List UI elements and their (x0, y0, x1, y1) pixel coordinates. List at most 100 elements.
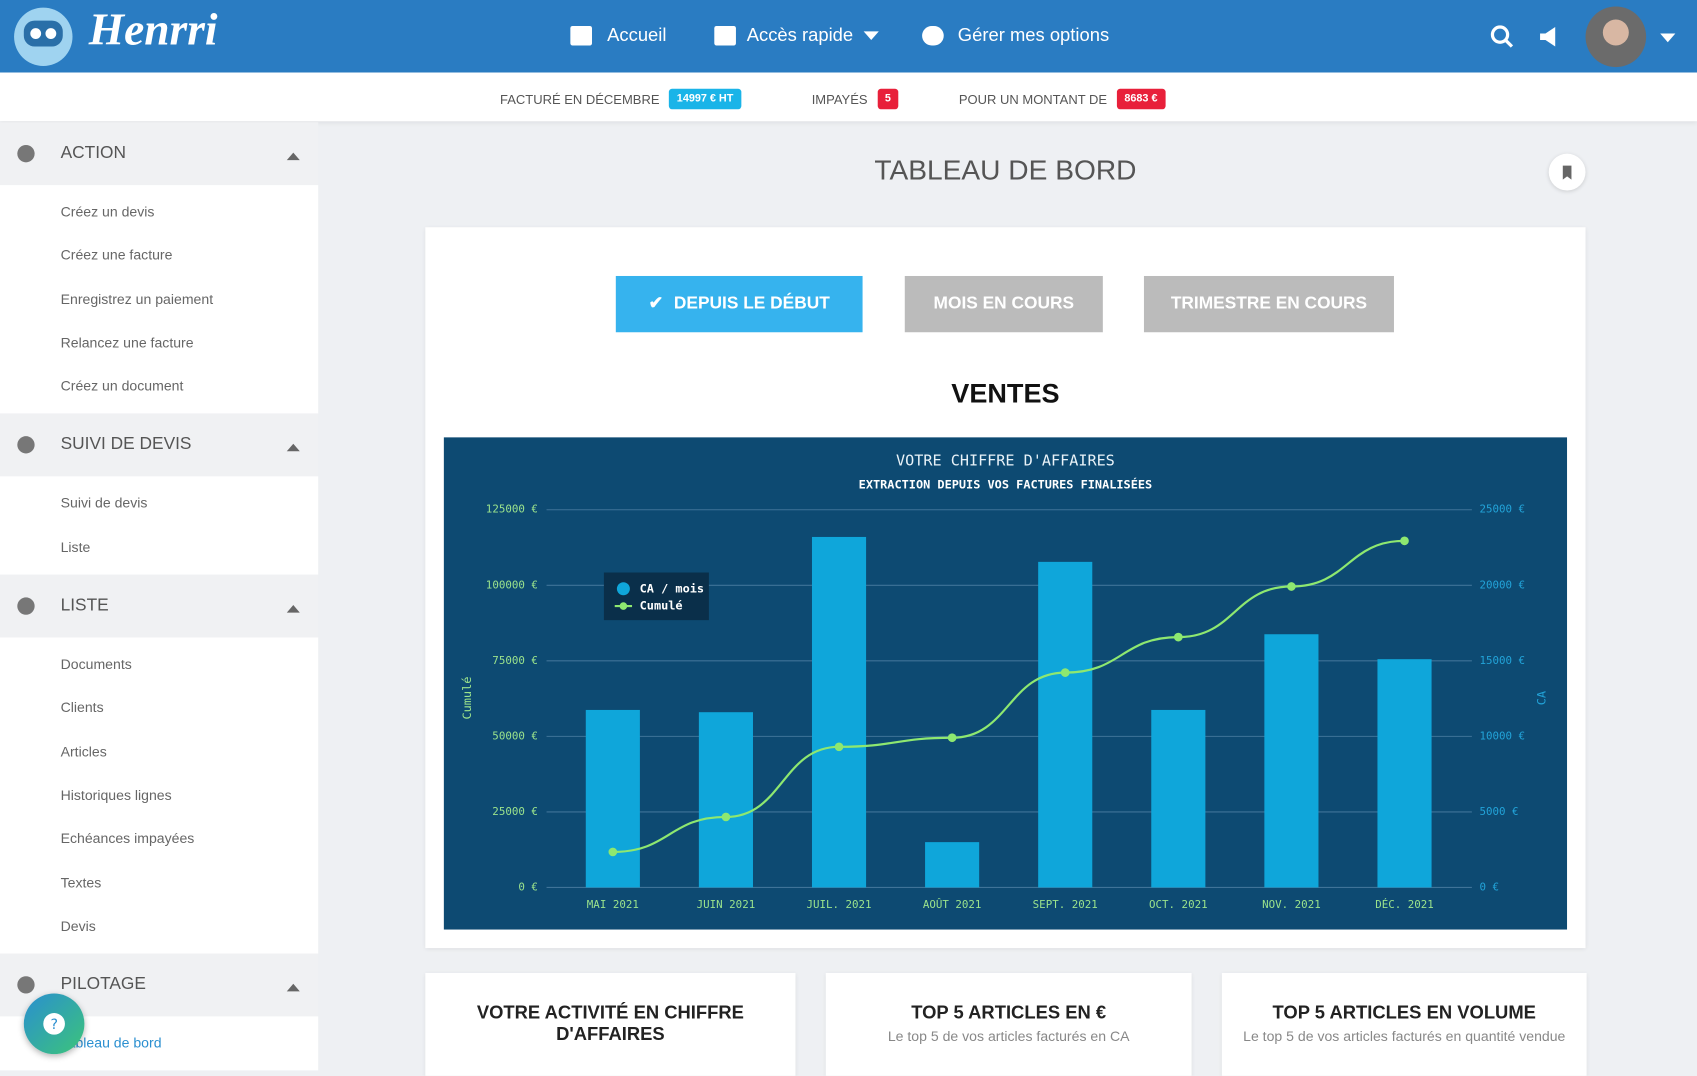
bar (925, 842, 980, 888)
line-point (1400, 536, 1409, 546)
bar (1264, 634, 1319, 888)
y-tick-label: 50000 € (492, 729, 538, 742)
filter-button[interactable]: MOIS EN COURS (904, 275, 1103, 333)
sidebar-item[interactable]: Documents (60, 655, 132, 673)
line-point (1173, 632, 1183, 642)
y-tick-label: 25000 € (492, 805, 538, 818)
bar (1377, 659, 1432, 888)
search-icon[interactable] (1489, 24, 1515, 50)
check-icon: ✔ (648, 294, 664, 313)
bar (585, 709, 640, 888)
y2-axis-label: CA (1535, 691, 1549, 705)
sidebar-section-header[interactable]: SUIVI DE DEVIS (0, 413, 319, 477)
stat-label: IMPAYÉS (811, 91, 868, 107)
section-icon (17, 597, 35, 615)
y2-tick-label: 15000 € (1479, 654, 1525, 667)
chart: VOTRE CHIFFRE D'AFFAIRES EXTRACTION DEPUI… (443, 437, 1568, 930)
info-card: VOTRE ACTIVITÉ EN CHIFFRE D'AFFAIRES (425, 972, 796, 1076)
filter-label: TRIMESTRE EN COURS (1170, 294, 1368, 313)
y-tick-label: 75000 € (492, 654, 538, 667)
sidebar-item[interactable]: Devis (60, 917, 96, 934)
stat-label: POUR UN MONTANT DE (958, 91, 1108, 107)
filter-button[interactable]: ✔ DEPUIS LE DÉBUT (615, 275, 863, 333)
section-icon (17, 145, 35, 163)
sidebar-section-title: ACTION (60, 143, 127, 163)
sidebar-item[interactable]: Articles (60, 743, 107, 760)
bar (811, 536, 867, 888)
sidebar-item[interactable]: Textes (60, 874, 102, 891)
line (612, 539, 1405, 854)
sidebar-item[interactable]: Liste (60, 538, 91, 555)
bar (1038, 561, 1093, 888)
sidebar-item[interactable]: Clients (60, 699, 104, 716)
collapse-caret (286, 599, 300, 613)
sidebar-section-header[interactable]: LISTE (0, 574, 319, 638)
sidebar-item[interactable]: Relancez une facture (60, 334, 194, 351)
nav-item[interactable]: Accès rapide (746, 24, 854, 46)
help-button[interactable]: ? (23, 993, 85, 1055)
stat: IMPAYÉS 5 (811, 88, 899, 110)
x-tick-label: OCT. 2021 (1149, 898, 1208, 911)
x-tick-label: NOV. 2021 (1262, 898, 1321, 911)
card-title: VOTRE ACTIVITÉ EN CHIFFRE D'AFFAIRES (476, 1002, 744, 1045)
sidebar-list: Suivi de devis Liste (0, 476, 319, 575)
announce-icon[interactable] (1538, 24, 1564, 50)
sidebar-item[interactable]: Créez un devis (60, 203, 155, 220)
avatar[interactable] (1584, 5, 1681, 68)
sidebar-section-title: PILOTAGE (60, 975, 146, 994)
stats-bar: FACTURÉ EN DÉCEMBRE 14997 € HT IMPAYÉS 5 POU… (0, 72, 1697, 122)
sidebar-list: Documents Clients Articles Historiques lign… (0, 637, 319, 954)
sidebar-section-header[interactable]: ACTION (0, 122, 319, 186)
stat-badge: 8683 € (1116, 88, 1166, 110)
x-tick-label: SEPT. 2021 (1033, 898, 1098, 911)
legend-box (603, 572, 709, 621)
line-point (1060, 668, 1070, 677)
sidebar-item[interactable]: Enregistrez un paiement (60, 290, 214, 307)
sidebar-section-title: LISTE (60, 596, 109, 615)
sidebar: ACTION Créez un devis Créez une facture Enr… (0, 122, 319, 1071)
info-card: TOP 5 ARTICLES EN € Le top 5 de vos artic… (825, 972, 1192, 1076)
y2-tick-label: 10000 € (1479, 729, 1525, 742)
filter-label: MOIS EN COURS (933, 294, 1075, 313)
x-tick-label: MAI 2021 (587, 898, 639, 911)
y2-tick-label: 5000 € (1479, 805, 1518, 818)
x-tick-label: JUIL. 2021 (806, 898, 871, 911)
x-tick-label: DÉC. 2021 (1375, 898, 1434, 911)
filter-button[interactable]: TRIMESTRE EN COURS (1143, 275, 1394, 333)
line-point (721, 812, 731, 822)
legend-label: CA / mois (640, 581, 704, 595)
y2-tick-label: 20000 € (1479, 578, 1525, 591)
info-card: TOP 5 ARTICLES EN VOLUME Le top 5 de vos … (1221, 972, 1587, 1076)
y-axis-label: Cumulé (460, 677, 474, 720)
line-point (608, 847, 618, 857)
sidebar-item[interactable]: Suivi de devis (60, 495, 148, 512)
card-title: TOP 5 ARTICLES EN € (911, 1002, 1107, 1023)
collapse-caret (286, 146, 300, 161)
y2-tick-label: 25000 € (1479, 503, 1525, 516)
y-tick-label: 0 € (518, 880, 538, 893)
filter-label: DEPUIS LE DÉBUT (673, 294, 830, 313)
sidebar-item[interactable]: Créez une facture (60, 247, 173, 264)
line-point (834, 742, 844, 752)
sidebar-item[interactable]: Historiques lignes (60, 786, 172, 804)
nav-item[interactable]: Gérer mes options (957, 24, 1110, 46)
y-tick-label: 100000 € (486, 578, 538, 591)
nav-item[interactable]: Accueil (607, 24, 667, 46)
sidebar-list: Créez un devis Créez une facture Enregistr… (0, 185, 319, 414)
sidebar-item[interactable]: Echéances impayées (60, 830, 195, 847)
bookmark-button[interactable] (1548, 153, 1586, 191)
bar (1151, 709, 1206, 888)
sidebar-item[interactable]: Créez un document (60, 377, 184, 395)
collapse-caret (286, 438, 300, 452)
stat: FACTURÉ EN DÉCEMBRE 14997 € HT (500, 88, 741, 110)
card-title: TOP 5 ARTICLES EN VOLUME (1272, 1002, 1536, 1023)
sidebar-item[interactable]: Tableau de bord (60, 1034, 162, 1052)
dropdown-caret (863, 31, 879, 47)
page-title: TABLEAU DE BORD (874, 153, 1137, 187)
top-bar: Henrri (0, 0, 1697, 73)
section-title: VENTES (951, 378, 1060, 410)
legend-swatch (616, 582, 630, 596)
legend-label: Cumulé (640, 599, 683, 613)
